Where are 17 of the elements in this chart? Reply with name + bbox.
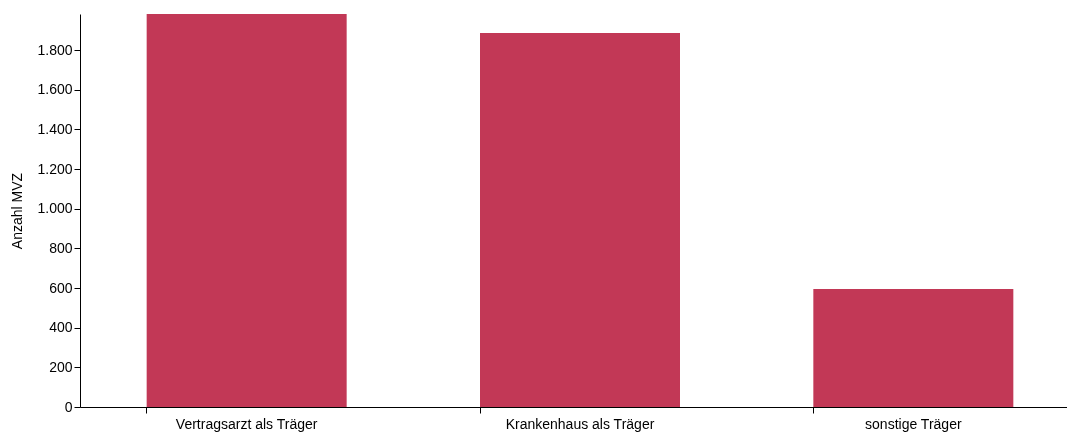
bar: [480, 33, 680, 407]
x-tick-label: Vertragsarzt als Träger: [175, 415, 318, 432]
y-axis-title: Anzahl MVZ: [9, 172, 26, 250]
y-tick-label: 600: [49, 279, 73, 296]
y-tick-label: 1.600: [37, 81, 73, 98]
y-tick-label: 1.400: [37, 120, 73, 137]
bar: [146, 14, 347, 407]
y-tick-label: 1.800: [37, 41, 73, 58]
y-tick-label: 400: [49, 319, 73, 336]
y-tick-label: 200: [49, 358, 73, 375]
y-tick-label: 1.200: [37, 160, 73, 177]
y-tick-label: 0: [64, 398, 73, 415]
x-tick-label: Krankenhaus als Träger: [505, 415, 655, 432]
x-tick-label: sonstige Träger: [865, 415, 962, 432]
y-tick-label: 800: [49, 239, 73, 256]
y-tick-label: 1.000: [37, 200, 73, 217]
bar: [813, 289, 1014, 407]
